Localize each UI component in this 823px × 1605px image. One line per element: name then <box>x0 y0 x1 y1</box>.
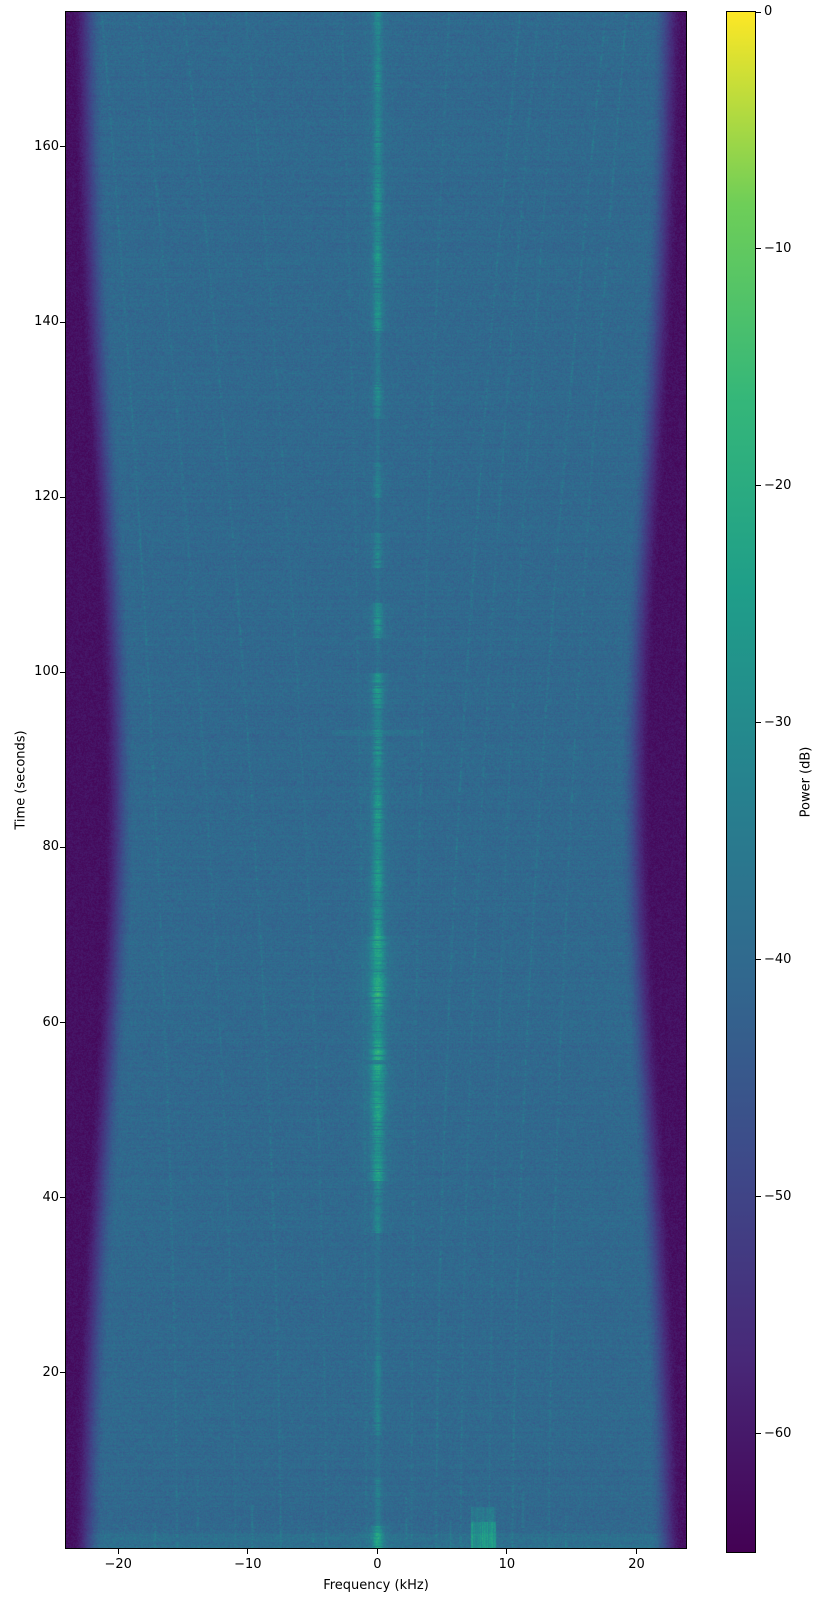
spectrogram-image <box>66 12 686 1548</box>
x-tick-mark <box>247 1549 249 1554</box>
colorbar <box>726 11 756 1553</box>
colorbar-tick-label: −30 <box>764 714 792 730</box>
colorbar-tick-label: 0 <box>764 4 773 19</box>
y-tick-label: 80 <box>42 839 59 855</box>
y-tick-label: 40 <box>42 1189 59 1205</box>
x-tick-label: 0 <box>373 1557 382 1572</box>
y-tick-mark <box>60 321 65 323</box>
y-tick-mark <box>60 1197 65 1199</box>
y-tick-mark <box>60 1022 65 1024</box>
colorbar-tick-mark <box>756 722 761 724</box>
colorbar-gradient <box>727 12 755 1552</box>
colorbar-tick-mark <box>756 1196 761 1198</box>
y-tick-label: 140 <box>34 314 59 329</box>
y-tick-label: 60 <box>42 1014 59 1030</box>
colorbar-tick-label: −40 <box>764 951 792 967</box>
x-axis-label: Frequency (kHz) <box>323 1578 429 1593</box>
x-tick-label: −10 <box>234 1557 262 1572</box>
colorbar-tick-mark <box>756 485 761 487</box>
colorbar-tick-label: −60 <box>764 1425 792 1441</box>
colorbar-label: Power (dB) <box>798 746 814 818</box>
y-tick-label: 160 <box>34 138 59 154</box>
x-tick-mark <box>506 1549 508 1554</box>
y-tick-mark <box>60 846 65 848</box>
x-tick-mark <box>636 1549 637 1554</box>
y-tick-mark <box>60 671 65 673</box>
x-tick-label: 10 <box>498 1557 516 1572</box>
x-tick-mark <box>117 1549 119 1554</box>
x-tick-label: 20 <box>628 1557 645 1572</box>
y-tick-mark <box>60 1372 65 1374</box>
colorbar-tick-mark <box>756 248 761 250</box>
colorbar-tick-label: −20 <box>764 477 792 493</box>
colorbar-tick-mark <box>756 959 761 961</box>
plot-area-frame <box>65 11 687 1549</box>
colorbar-tick-label: −50 <box>764 1188 792 1204</box>
colorbar-tick-mark <box>756 11 761 13</box>
x-tick-label: −20 <box>104 1557 132 1572</box>
y-tick-label: 20 <box>42 1364 59 1380</box>
y-tick-mark <box>60 146 65 148</box>
y-tick-mark <box>60 496 65 498</box>
y-tick-label: 100 <box>34 664 59 680</box>
x-tick-mark <box>376 1549 378 1554</box>
colorbar-tick-mark <box>756 1433 761 1435</box>
y-axis-label: Time (seconds) <box>13 730 29 830</box>
colorbar-tick-label: −10 <box>764 240 792 256</box>
y-tick-label: 120 <box>34 489 59 505</box>
